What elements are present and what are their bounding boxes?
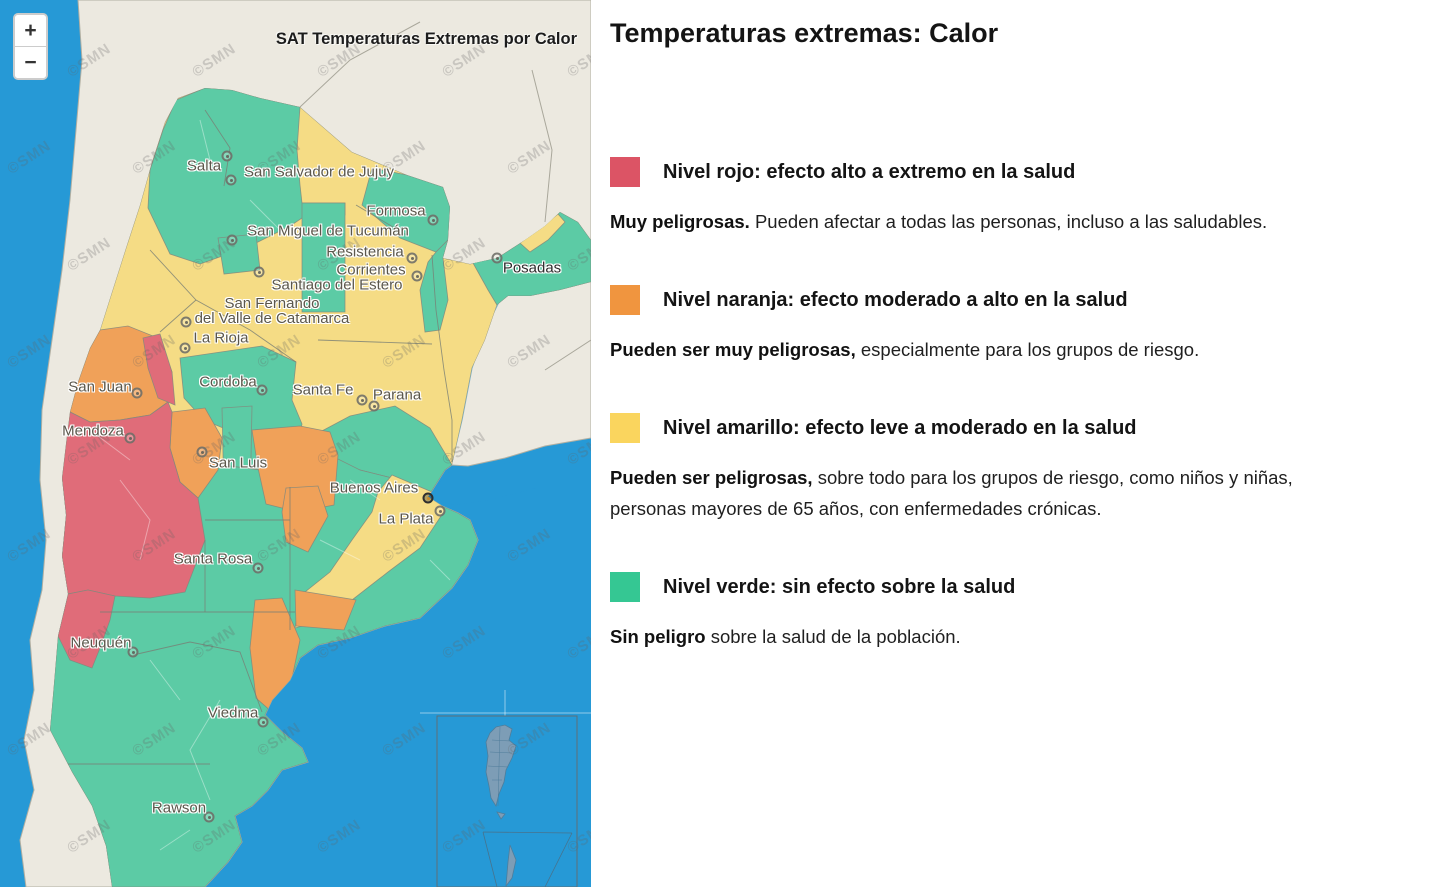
level-color-swatch [610, 157, 640, 187]
city-label: Formosa [366, 202, 426, 220]
city-marker [406, 252, 418, 264]
level-heading: Nivel verde: sin efecto sobre la salud [663, 575, 1016, 598]
rio-de-la-plata [428, 442, 591, 505]
city-label: La Rioja [193, 329, 249, 347]
level-description: Sin peligro sobre la salud de la poblaci… [610, 626, 961, 647]
level-color-swatch [610, 572, 640, 602]
city-marker [179, 342, 191, 354]
city-label: San Miguel de Tucumán [247, 222, 409, 240]
level-heading: Nivel naranja: efecto moderado a alto en… [663, 288, 1128, 311]
city-label: Parana [372, 386, 422, 404]
city-marker [356, 394, 368, 406]
city-label: Posadas [502, 259, 562, 277]
city-label: San Fernando del Valle de Catamarca [194, 295, 350, 327]
city-marker [203, 811, 215, 823]
level-color-swatch [610, 285, 640, 315]
city-label: Santiago del Estero [271, 276, 403, 294]
city-marker [180, 316, 192, 328]
city-label: Rawson [151, 799, 207, 817]
city-marker [491, 252, 503, 264]
city-marker [411, 270, 423, 282]
legend-level: Nivel verde: sin efecto sobre la salud S… [610, 572, 1403, 652]
page-title: Temperaturas extremas: Calor [610, 18, 999, 48]
city-label: Cordoba [199, 373, 257, 391]
region-buenosaires-sur[interactable] [294, 589, 357, 631]
city-marker [124, 432, 136, 444]
city-label: Viedma [207, 704, 259, 722]
region-sanjuan-este[interactable] [142, 333, 176, 406]
map-title: SAT Temperaturas Extremas por Calor [275, 30, 577, 48]
zoom-control: + − [13, 13, 48, 80]
city-marker [427, 214, 439, 226]
city-marker [221, 150, 233, 162]
legend-list: Nivel rojo: efecto alto a extremo en la … [610, 157, 1403, 652]
city-label: Mendoza [62, 422, 124, 440]
region-mendoza[interactable] [61, 401, 206, 599]
region-buenosaires-oeste[interactable] [281, 485, 329, 553]
legend-level: Nivel rojo: efecto alto a extremo en la … [610, 157, 1403, 237]
city-label: Salta [186, 157, 222, 175]
city-marker [252, 562, 264, 574]
city-marker [253, 266, 265, 278]
zoom-out-button[interactable]: − [15, 47, 46, 78]
city-label: Resistencia [326, 243, 404, 261]
inset-map [436, 715, 578, 887]
city-marker [368, 400, 380, 412]
level-description: Pueden ser peligrosas, sobre todo para l… [610, 467, 1293, 519]
city-marker [127, 646, 139, 658]
city-label: San Juan [68, 378, 132, 396]
city-marker [226, 234, 238, 246]
city-marker [131, 387, 143, 399]
city-label: Neuquén [70, 634, 132, 652]
city-marker [257, 716, 269, 728]
legend-level: Nivel naranja: efecto moderado a alto en… [610, 285, 1403, 365]
city-label: Santa Rosa [173, 550, 253, 568]
region-chaco-strip[interactable] [301, 202, 346, 313]
inset-argentina [485, 724, 517, 808]
level-heading: Nivel amarillo: efecto leve a moderado e… [663, 416, 1137, 439]
map-pane[interactable]: ©SMN ©SMN ©SMN ©SMN ©SMN ©SMN ©SMN ©SMN ©SMN ©SMN… [0, 0, 591, 887]
level-color-swatch [610, 413, 640, 443]
zoom-in-button[interactable]: + [15, 15, 46, 47]
legend-panel: Temperaturas extremas: Calor Nivel rojo:… [591, 0, 1429, 887]
city-marker [422, 492, 434, 504]
inset-antarctic-sector [482, 831, 573, 887]
city-marker [225, 174, 237, 186]
city-label: Buenos Aires [329, 479, 419, 497]
city-label: Corrientes [336, 261, 406, 279]
argentina-regions[interactable] [50, 88, 591, 887]
legend-level: Nivel amarillo: efecto leve a moderado e… [610, 413, 1403, 524]
level-description: Muy peligrosas. Pueden afectar a todas l… [610, 211, 1268, 232]
city-label: Santa Fe [292, 381, 354, 399]
city-label: San Salvador de Jujuy [243, 163, 395, 181]
city-marker [434, 505, 446, 517]
city-marker [256, 384, 268, 396]
city-marker [196, 446, 208, 458]
city-label: San Luis [208, 454, 268, 472]
region-neuquen-oeste[interactable] [57, 589, 116, 669]
map-canvas[interactable] [0, 0, 591, 887]
city-label: La Plata [378, 510, 434, 528]
level-description: Pueden ser muy peligrosas, especialmente… [610, 339, 1200, 360]
level-heading: Nivel rojo: efecto alto a extremo en la … [663, 160, 1076, 183]
